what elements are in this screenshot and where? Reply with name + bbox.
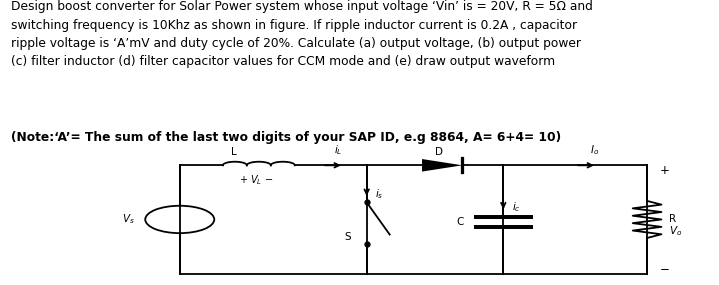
Text: D: D (434, 147, 443, 157)
Text: L: L (231, 147, 237, 157)
Text: $V_o$: $V_o$ (669, 225, 682, 238)
Text: $i_L$: $i_L$ (334, 144, 343, 157)
Text: + $V_L$ −: + $V_L$ − (239, 173, 273, 187)
Text: +: + (660, 164, 670, 178)
Text: $I_o$: $I_o$ (590, 144, 599, 157)
Text: S: S (344, 232, 351, 243)
Text: (Note:‘A’= The sum of the last two digits of your SAP ID, e.g 8864, A= 6+4= 10): (Note:‘A’= The sum of the last two digit… (11, 131, 561, 144)
Text: −: − (660, 263, 670, 276)
Text: R: R (669, 214, 676, 225)
Text: Design boost converter for Solar Power system whose input voltage ‘Vin’ is = 20V: Design boost converter for Solar Power s… (11, 0, 592, 68)
Text: $i_c$: $i_c$ (512, 201, 521, 214)
Text: $V_s$: $V_s$ (122, 213, 135, 226)
Text: $i_s$: $i_s$ (375, 187, 384, 201)
Polygon shape (422, 159, 462, 172)
Text: C: C (457, 217, 464, 227)
